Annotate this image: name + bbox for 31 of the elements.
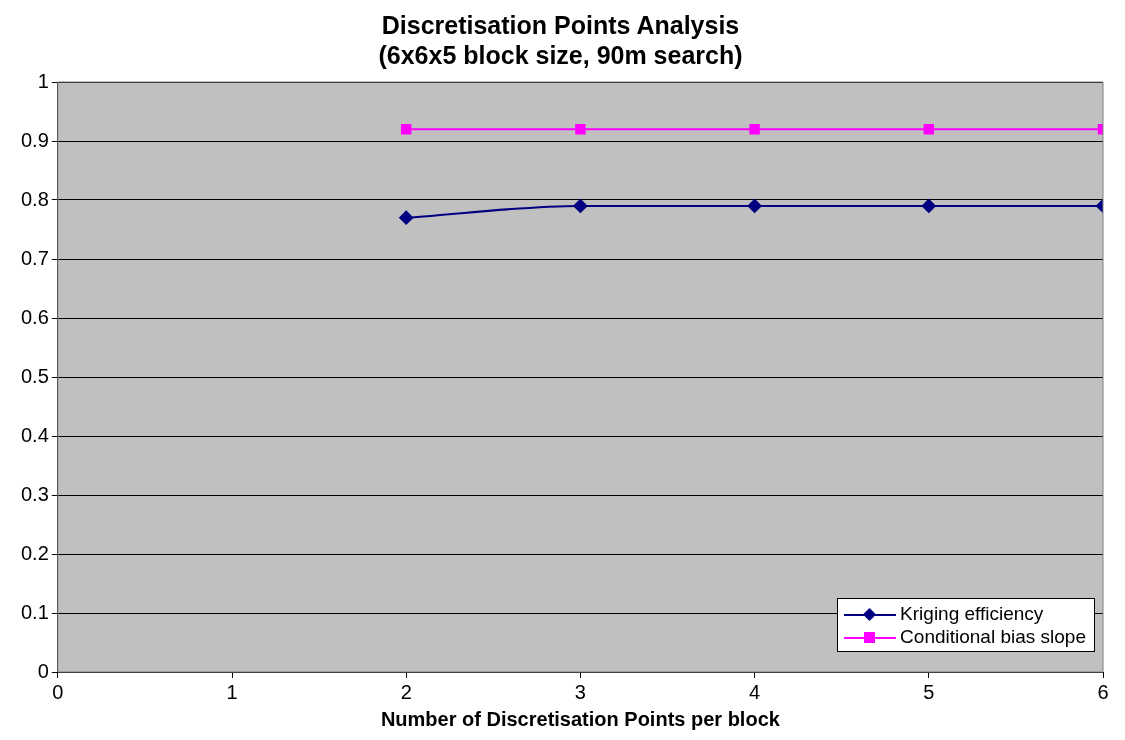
point (573, 198, 588, 213)
x-tick-label: 5 (923, 680, 935, 703)
point (747, 198, 762, 213)
x-tick-label: 6 (1097, 680, 1109, 703)
y-tick-label: 0.2 (20, 541, 49, 564)
point (575, 123, 586, 135)
x-tick-label: 4 (749, 680, 761, 703)
legend-label: Kriging efficiency (900, 603, 1044, 624)
y-tick-label: 0.9 (20, 128, 49, 151)
x-axis-title: Number of Discretisation Points per block (380, 707, 781, 730)
x-tick-label: 1 (226, 680, 238, 703)
point (923, 123, 935, 135)
y-tick-label: 0.6 (20, 305, 49, 328)
y-tick-label: 0.3 (20, 482, 49, 505)
point (399, 210, 414, 225)
x-tick-label: 0 (52, 680, 64, 703)
y-tick-label: 0.5 (20, 364, 49, 387)
point (921, 198, 936, 213)
y-tick-label: 0 (37, 659, 49, 682)
y-tick-label: 0.7 (20, 246, 49, 269)
point (400, 123, 412, 135)
y-tick-label: 0.8 (20, 187, 49, 210)
y-tick-label: 1 (37, 69, 49, 92)
chart-subtitle: (6x6x5 block size, 90m search) (378, 40, 743, 69)
chart-title: Discretisation Points Analysis (381, 10, 740, 39)
y-tick-label: 0.1 (20, 600, 49, 623)
point (749, 123, 760, 135)
legend-label: Conditional bias slope (900, 626, 1086, 647)
x-tick-label: 2 (400, 680, 412, 703)
y-tick-label: 0.4 (20, 423, 49, 446)
x-tick-label: 3 (574, 680, 586, 703)
